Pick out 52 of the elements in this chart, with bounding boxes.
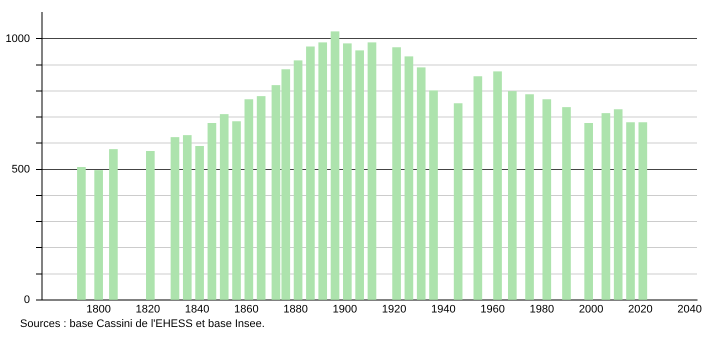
bar	[306, 46, 315, 300]
x-tick-label: 1800	[86, 304, 111, 316]
bar	[109, 149, 118, 300]
y-tick-label: 0	[24, 294, 30, 306]
bar	[626, 122, 635, 300]
y-tick-label: 1000	[6, 32, 30, 45]
bar	[508, 91, 517, 300]
bar	[208, 123, 216, 300]
x-tick-label: 1820	[136, 304, 160, 316]
x-tick-label: 2040	[677, 304, 702, 316]
bar	[146, 151, 155, 300]
x-tick-label: 2020	[628, 304, 653, 316]
bar	[562, 107, 571, 300]
bar	[232, 121, 241, 300]
bar	[542, 99, 552, 300]
x-tick-label: 1900	[332, 304, 358, 316]
bar	[318, 42, 328, 300]
x-tick-label: 1960	[480, 304, 505, 316]
bar	[584, 123, 593, 300]
bar	[493, 71, 502, 300]
bar	[220, 114, 229, 300]
bar	[474, 76, 482, 300]
bar	[638, 122, 648, 300]
source-note: Sources : base Cassini de l'EHESS et base Insee.	[20, 318, 265, 330]
x-tick-label: 1940	[431, 304, 456, 316]
bar	[355, 50, 364, 300]
bar	[195, 146, 204, 300]
bar	[614, 109, 623, 300]
bar	[294, 60, 302, 300]
x-tick-label: 1880	[283, 304, 308, 316]
bar	[343, 43, 352, 300]
x-tick-label: 1980	[530, 304, 554, 316]
bar	[404, 56, 414, 300]
bar	[244, 99, 254, 300]
bar	[525, 94, 534, 300]
bar	[94, 170, 103, 300]
bar	[368, 42, 376, 300]
y-tick-label: 500	[12, 163, 30, 176]
bar	[182, 135, 192, 300]
bar	[454, 103, 462, 300]
x-tick-label: 2000	[578, 304, 604, 316]
x-tick-label: 1860	[234, 304, 259, 316]
bar	[170, 137, 180, 300]
bar	[256, 96, 266, 300]
bar	[392, 47, 401, 300]
bar	[330, 31, 340, 300]
bar	[416, 67, 426, 300]
x-tick-label: 1920	[382, 304, 406, 316]
bar	[602, 113, 610, 300]
bar	[429, 90, 438, 300]
x-tick-label: 1840	[184, 304, 210, 316]
bar	[77, 166, 86, 300]
